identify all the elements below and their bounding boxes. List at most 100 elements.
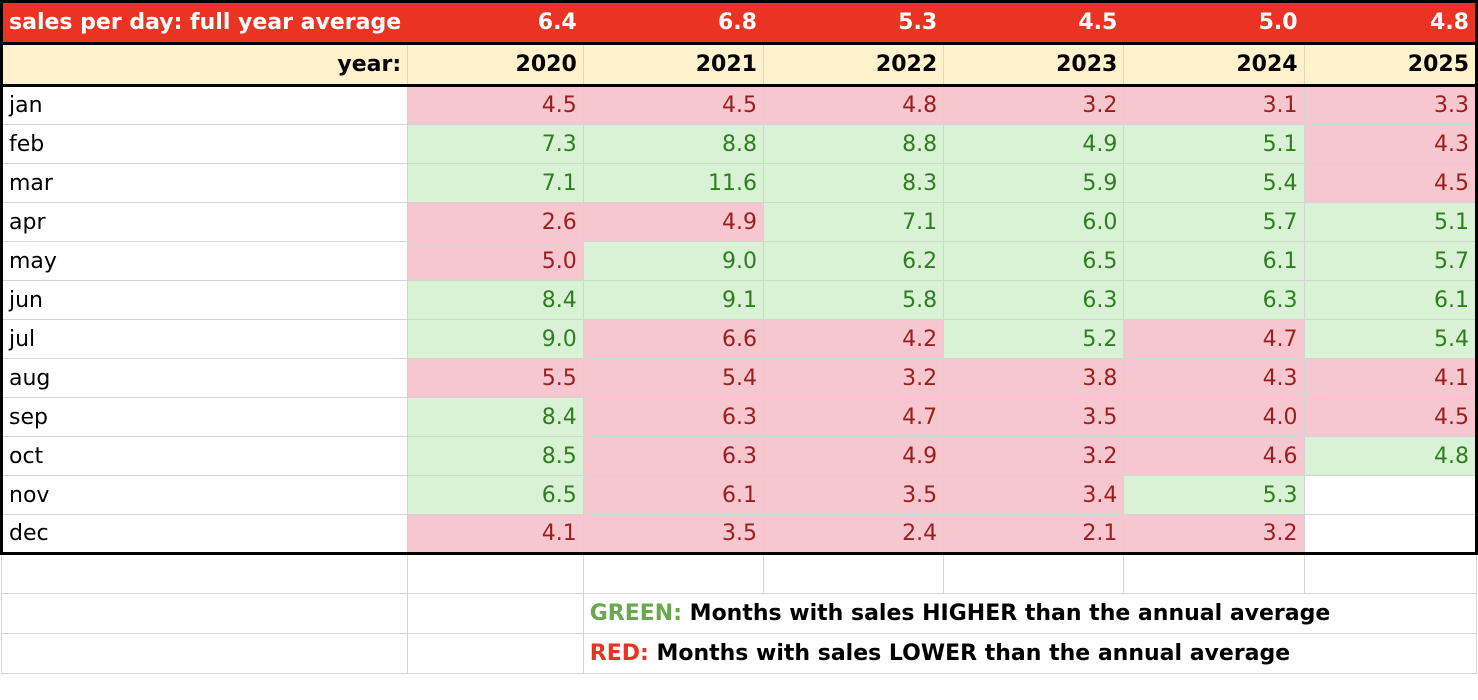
empty-cell[interactable] [943, 553, 1125, 594]
value-cell[interactable]: 5.7 [1123, 202, 1305, 242]
avg-cell-2021[interactable]: 6.8 [582, 0, 764, 44]
value-cell[interactable]: 2.6 [407, 202, 584, 242]
empty-cell[interactable] [407, 553, 584, 594]
header-title-cell[interactable]: sales per day: full year average [0, 0, 409, 44]
value-cell[interactable]: 8.4 [407, 397, 584, 437]
value-cell[interactable]: 3.2 [943, 85, 1125, 125]
value-cell[interactable]: 3.5 [582, 514, 764, 555]
value-cell[interactable]: 5.2 [943, 319, 1125, 359]
value-cell[interactable]: 9.0 [582, 241, 764, 281]
value-cell[interactable]: 6.0 [943, 202, 1125, 242]
year-cell-2020[interactable]: 2020 [407, 42, 584, 87]
month-label-cell[interactable]: oct [0, 436, 409, 476]
value-cell[interactable]: 4.9 [582, 202, 764, 242]
value-cell[interactable]: 8.8 [582, 124, 764, 164]
empty-cell[interactable] [1303, 553, 1478, 594]
value-cell[interactable]: 3.5 [762, 475, 945, 515]
month-label-cell[interactable]: dec [0, 514, 409, 555]
value-cell[interactable]: 3.2 [943, 436, 1125, 476]
value-cell[interactable]: 5.4 [1303, 319, 1478, 359]
year-cell-2025[interactable]: 2025 [1303, 42, 1478, 87]
value-cell[interactable]: 6.2 [762, 241, 945, 281]
value-cell[interactable]: 4.1 [407, 514, 584, 555]
value-cell[interactable]: 4.5 [1303, 397, 1478, 437]
avg-cell-2024[interactable]: 5.0 [1123, 0, 1305, 44]
value-cell[interactable]: 7.3 [407, 124, 584, 164]
empty-cell[interactable] [582, 553, 764, 594]
value-cell[interactable]: 3.5 [943, 397, 1125, 437]
empty-cell[interactable] [407, 633, 584, 674]
empty-cell[interactable] [0, 553, 409, 594]
value-cell[interactable]: 4.8 [1303, 436, 1478, 476]
value-cell[interactable]: 8.3 [762, 163, 945, 203]
value-cell[interactable]: 5.8 [762, 280, 945, 320]
legend-green-cell[interactable]: GREEN: Months with sales HIGHER than the… [582, 593, 1478, 634]
year-cell-2022[interactable]: 2022 [762, 42, 945, 87]
value-cell[interactable]: 4.5 [1303, 163, 1478, 203]
value-cell[interactable]: 6.6 [582, 319, 764, 359]
value-cell[interactable]: 6.1 [582, 475, 764, 515]
value-cell[interactable]: 6.1 [1123, 241, 1305, 281]
value-cell[interactable]: 4.1 [1303, 358, 1478, 398]
value-cell[interactable]: 4.5 [407, 85, 584, 125]
month-label-cell[interactable]: sep [0, 397, 409, 437]
value-cell[interactable]: 6.3 [582, 397, 764, 437]
empty-cell[interactable] [0, 593, 409, 634]
avg-cell-2025[interactable]: 4.8 [1303, 0, 1478, 44]
value-cell[interactable]: 5.1 [1123, 124, 1305, 164]
value-cell[interactable]: 9.0 [407, 319, 584, 359]
value-cell[interactable]: 4.5 [582, 85, 764, 125]
value-cell[interactable]: 3.1 [1123, 85, 1305, 125]
legend-red-cell[interactable]: RED: Months with sales LOWER than the an… [582, 633, 1478, 674]
value-cell[interactable] [1303, 475, 1478, 515]
value-cell[interactable]: 4.7 [762, 397, 945, 437]
empty-cell[interactable] [762, 553, 945, 594]
value-cell[interactable]: 5.4 [1123, 163, 1305, 203]
value-cell[interactable]: 5.0 [407, 241, 584, 281]
value-cell[interactable]: 4.3 [1303, 124, 1478, 164]
value-cell[interactable]: 3.8 [943, 358, 1125, 398]
value-cell[interactable]: 2.1 [943, 514, 1125, 555]
value-cell[interactable]: 8.5 [407, 436, 584, 476]
value-cell[interactable]: 5.5 [407, 358, 584, 398]
value-cell[interactable]: 4.3 [1123, 358, 1305, 398]
avg-cell-2022[interactable]: 5.3 [762, 0, 945, 44]
year-cell-2023[interactable]: 2023 [943, 42, 1125, 87]
empty-cell[interactable] [407, 593, 584, 634]
month-label-cell[interactable]: mar [0, 163, 409, 203]
year-cell-2024[interactable]: 2024 [1123, 42, 1305, 87]
value-cell[interactable]: 4.9 [762, 436, 945, 476]
value-cell[interactable]: 4.7 [1123, 319, 1305, 359]
year-label-cell[interactable]: year: [0, 42, 409, 87]
month-label-cell[interactable]: apr [0, 202, 409, 242]
value-cell[interactable]: 6.1 [1303, 280, 1478, 320]
value-cell[interactable]: 6.5 [943, 241, 1125, 281]
month-label-cell[interactable]: may [0, 241, 409, 281]
empty-cell[interactable] [1123, 553, 1305, 594]
value-cell[interactable]: 3.2 [1123, 514, 1305, 555]
value-cell[interactable]: 6.3 [1123, 280, 1305, 320]
value-cell[interactable]: 6.3 [943, 280, 1125, 320]
value-cell[interactable]: 3.2 [762, 358, 945, 398]
value-cell[interactable]: 5.9 [943, 163, 1125, 203]
avg-cell-2023[interactable]: 4.5 [943, 0, 1125, 44]
value-cell[interactable]: 4.6 [1123, 436, 1305, 476]
year-cell-2021[interactable]: 2021 [582, 42, 764, 87]
value-cell[interactable]: 8.8 [762, 124, 945, 164]
value-cell[interactable]: 4.0 [1123, 397, 1305, 437]
value-cell[interactable] [1303, 514, 1478, 555]
value-cell[interactable]: 9.1 [582, 280, 764, 320]
month-label-cell[interactable]: nov [0, 475, 409, 515]
value-cell[interactable]: 5.7 [1303, 241, 1478, 281]
value-cell[interactable]: 3.3 [1303, 85, 1478, 125]
month-label-cell[interactable]: feb [0, 124, 409, 164]
value-cell[interactable]: 6.5 [407, 475, 584, 515]
value-cell[interactable]: 7.1 [407, 163, 584, 203]
month-label-cell[interactable]: jan [0, 85, 409, 125]
month-label-cell[interactable]: jul [0, 319, 409, 359]
value-cell[interactable]: 4.9 [943, 124, 1125, 164]
value-cell[interactable]: 3.4 [943, 475, 1125, 515]
avg-cell-2020[interactable]: 6.4 [407, 0, 584, 44]
value-cell[interactable]: 5.4 [582, 358, 764, 398]
value-cell[interactable]: 2.4 [762, 514, 945, 555]
